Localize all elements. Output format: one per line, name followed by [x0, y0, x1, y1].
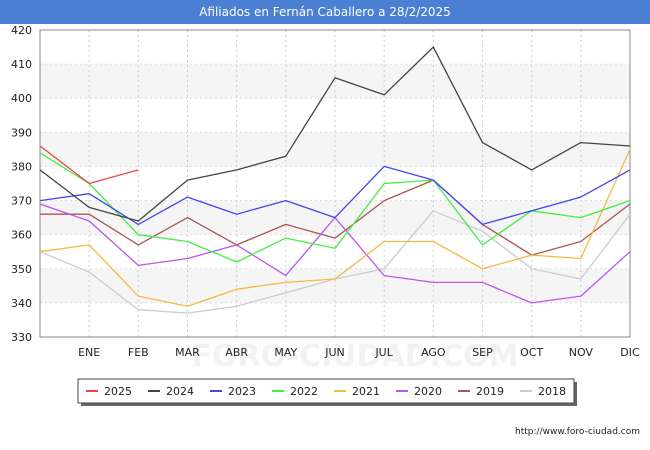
y-tick-label: 330: [11, 331, 32, 344]
y-tick-label: 360: [11, 229, 32, 242]
x-tick-label: SEP: [472, 346, 493, 359]
chart-title: Afiliados en Fernán Caballero a 28/2/202…: [199, 5, 451, 19]
series-line-2025: [39, 145, 139, 185]
source-url[interactable]: http://www.foro-ciudad.com: [515, 427, 640, 437]
x-tick-label: JUL: [374, 346, 393, 359]
y-tick-label: 350: [11, 263, 32, 276]
series-line-2024: [39, 46, 631, 222]
legend-label-2019: 2019: [476, 385, 504, 398]
plot-band: [40, 166, 630, 201]
y-tick-label: 370: [11, 195, 32, 208]
x-tick-label: JUN: [324, 346, 345, 359]
y-tick-label: 340: [11, 297, 32, 310]
legend-label-2025: 2025: [104, 385, 132, 398]
y-tick-label: 400: [11, 92, 32, 105]
x-tick-label: OCT: [520, 346, 543, 359]
legend-label-2018: 2018: [538, 385, 566, 398]
legend-label-2023: 2023: [228, 385, 256, 398]
x-tick-label: ENE: [78, 346, 100, 359]
x-tick-label: DIC: [620, 346, 640, 359]
legend-box: [77, 378, 575, 404]
title-bar: [0, 0, 650, 24]
x-tick-label: MAY: [274, 346, 297, 359]
x-tick-label: MAR: [175, 346, 200, 359]
legend-label-2022: 2022: [290, 385, 318, 398]
y-tick-label: 390: [11, 126, 32, 139]
series-line-2021: [39, 149, 631, 307]
x-tick-label: FEB: [128, 346, 149, 359]
y-tick-label: 410: [11, 58, 32, 71]
plot-border: [39, 29, 631, 338]
legend-label-2024: 2024: [166, 385, 194, 398]
watermark: FORO-CIUDAD.COM: [192, 339, 519, 374]
y-tick-label: 380: [11, 160, 32, 173]
legend-label-2020: 2020: [414, 385, 442, 398]
series-line-2023: [39, 165, 631, 226]
x-tick-label: AGO: [421, 346, 446, 359]
x-tick-label: NOV: [569, 346, 594, 359]
legend-label-2021: 2021: [352, 385, 380, 398]
x-tick-label: ABR: [225, 346, 248, 359]
y-tick-label: 420: [11, 24, 32, 37]
